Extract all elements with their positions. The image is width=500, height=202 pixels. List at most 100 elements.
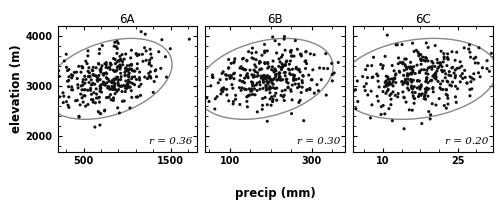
Point	[90, 73, 98, 77]
Point	[192, 84, 200, 87]
Point	[344, 95, 352, 98]
Point	[240, 77, 248, 80]
Point	[428, 79, 436, 82]
Point	[447, 74, 455, 77]
Point	[442, 88, 450, 91]
Point	[98, 90, 106, 94]
Point	[242, 74, 250, 77]
Point	[384, 75, 392, 79]
Point	[361, 89, 369, 92]
Point	[408, 72, 416, 75]
Point	[272, 99, 280, 102]
Point	[394, 95, 402, 99]
Point	[442, 88, 450, 92]
Point	[261, 62, 269, 65]
Point	[315, 97, 323, 100]
Point	[318, 78, 326, 81]
Point	[213, 95, 221, 98]
Point	[102, 76, 110, 79]
Point	[130, 75, 138, 78]
Point	[408, 81, 416, 84]
Point	[268, 95, 276, 99]
Point	[147, 53, 155, 56]
Point	[474, 71, 482, 74]
Point	[121, 71, 129, 74]
Point	[322, 52, 330, 55]
Point	[334, 61, 342, 64]
Point	[96, 52, 104, 55]
Point	[116, 58, 124, 61]
Point	[209, 76, 217, 79]
Point	[68, 88, 76, 91]
Point	[374, 80, 382, 83]
Point	[112, 88, 120, 92]
Point	[250, 74, 258, 77]
Point	[162, 76, 170, 79]
Point	[126, 68, 134, 71]
Point	[93, 75, 101, 78]
Point	[128, 63, 136, 67]
Point	[280, 94, 288, 97]
Title: 6B: 6B	[267, 13, 283, 26]
Point	[328, 62, 336, 65]
Point	[352, 88, 360, 91]
Point	[122, 79, 130, 83]
Point	[261, 77, 269, 80]
Point	[402, 66, 410, 69]
Point	[410, 50, 418, 53]
Point	[422, 59, 430, 63]
Point	[294, 86, 302, 89]
Point	[304, 74, 312, 77]
Point	[386, 78, 394, 81]
Point	[146, 70, 154, 73]
Point	[466, 50, 474, 54]
Point	[110, 70, 118, 73]
Point	[348, 82, 356, 85]
Point	[102, 66, 110, 69]
Point	[286, 59, 294, 63]
Point	[492, 86, 500, 90]
Point	[389, 90, 397, 94]
Point	[59, 101, 67, 104]
Point	[124, 81, 132, 84]
Point	[264, 120, 272, 123]
Point	[275, 75, 283, 78]
Point	[116, 85, 124, 88]
Point	[439, 88, 447, 91]
Point	[244, 76, 252, 79]
Point	[132, 52, 140, 56]
Point	[80, 88, 88, 91]
Point	[74, 65, 82, 68]
Point	[435, 65, 443, 68]
Point	[246, 68, 254, 72]
Point	[113, 90, 121, 93]
Point	[277, 67, 285, 70]
Text: r = 0.30: r = 0.30	[297, 138, 341, 146]
Point	[283, 59, 291, 63]
Point	[422, 78, 430, 81]
Point	[296, 85, 304, 88]
Point	[400, 96, 408, 99]
Point	[243, 100, 251, 103]
Point	[205, 100, 213, 103]
Point	[254, 81, 262, 85]
Point	[430, 73, 438, 76]
Point	[248, 46, 256, 50]
Point	[96, 48, 104, 51]
Point	[420, 97, 428, 100]
Point	[230, 61, 237, 64]
Point	[428, 102, 436, 105]
Point	[248, 51, 256, 55]
Point	[217, 92, 225, 96]
Point	[222, 74, 230, 77]
Point	[415, 53, 423, 56]
Point	[420, 95, 428, 98]
Point	[220, 87, 228, 91]
Point	[244, 75, 252, 78]
Point	[114, 65, 122, 69]
Point	[125, 72, 133, 75]
Point	[410, 96, 418, 99]
Point	[268, 100, 276, 103]
Point	[324, 67, 332, 71]
Point	[269, 78, 277, 82]
